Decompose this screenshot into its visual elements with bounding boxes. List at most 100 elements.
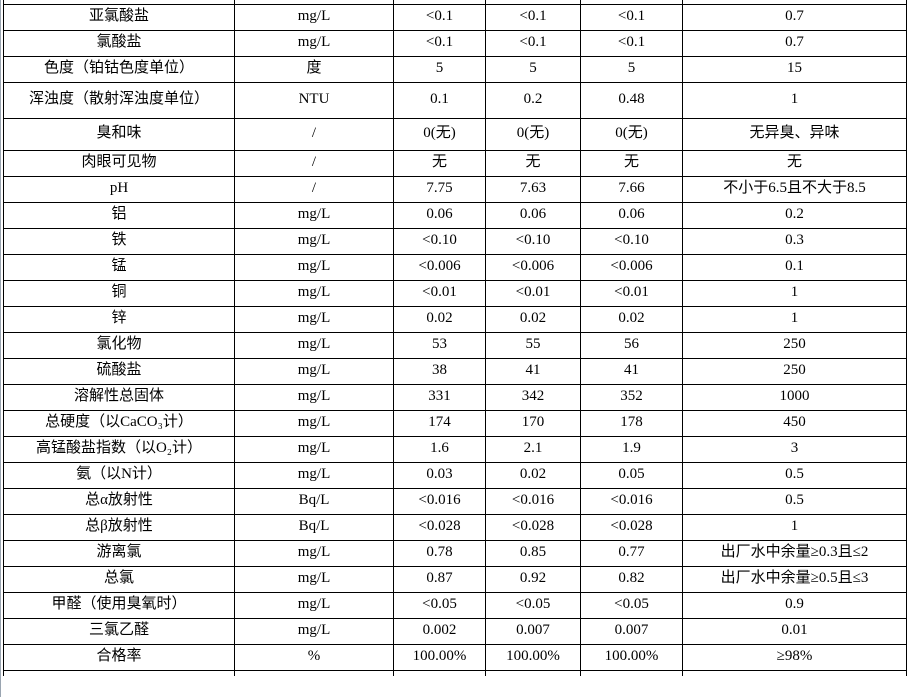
unit-cell: mg/L [234, 565, 394, 593]
param-name-cell: pH [3, 175, 235, 203]
table-row: 三氯乙醛 mg/L 0.002 0.007 0.007 0.01 [3, 617, 907, 645]
unit-cell: / [234, 117, 394, 151]
table-row: 浑浊度（散射浑浊度单位） NTU 0.1 0.2 0.48 1 [3, 81, 907, 119]
limit-cell: 0.9 [682, 591, 907, 619]
limit-cell: 0.5 [682, 487, 907, 515]
table-row: 锌 mg/L 0.02 0.02 0.02 1 [3, 305, 907, 333]
value-cell-2: 41 [485, 357, 581, 385]
limit-cell: 1000 [682, 383, 907, 411]
value-cell-3: <0.10 [580, 227, 683, 255]
param-name-cell: 总氯 [3, 565, 235, 593]
param-name-cell: 铁 [3, 227, 235, 255]
table-row: 硫酸盐 mg/L 38 41 41 250 [3, 357, 907, 385]
empty-cell [234, 669, 394, 676]
value-cell-2: 0.2 [485, 81, 581, 119]
param-name-cell: 氯化物 [3, 331, 235, 359]
unit-cell: mg/L [234, 435, 394, 463]
value-cell-3: 0.05 [580, 461, 683, 489]
value-cell-3: 0(无) [580, 117, 683, 151]
value-cell-3: 0.82 [580, 565, 683, 593]
value-cell-1: 5 [393, 55, 486, 83]
value-cell-2: 0.85 [485, 539, 581, 567]
value-cell-3: 100.00% [580, 643, 683, 671]
param-name-cell: 色度（铂钴色度单位） [3, 55, 235, 83]
value-cell-2: 100.00% [485, 643, 581, 671]
limit-cell: 1 [682, 279, 907, 307]
param-name-cell: 硫酸盐 [3, 357, 235, 385]
param-name-cell: 高锰酸盐指数（以O₂计） [3, 435, 235, 463]
param-name-cell: 锌 [3, 305, 235, 333]
value-cell-1: <0.006 [393, 253, 486, 281]
empty-cell [485, 669, 581, 676]
unit-cell: mg/L [234, 331, 394, 359]
table-row: 铜 mg/L <0.01 <0.01 <0.01 1 [3, 279, 907, 307]
unit-cell: mg/L [234, 201, 394, 229]
value-cell-1: 7.75 [393, 175, 486, 203]
param-name-cell: 亚氯酸盐 [3, 3, 235, 31]
value-cell-1: 331 [393, 383, 486, 411]
unit-cell: mg/L [234, 305, 394, 333]
unit-cell: 度 [234, 55, 394, 83]
limit-cell: 250 [682, 331, 907, 359]
value-cell-3: <0.028 [580, 513, 683, 541]
table-row: 游离氯 mg/L 0.78 0.85 0.77 出厂水中余量≥0.3且≤2 [3, 539, 907, 567]
value-cell-3: 41 [580, 357, 683, 385]
value-cell-3: 56 [580, 331, 683, 359]
param-name-cell: 锰 [3, 253, 235, 281]
limit-cell: 0.3 [682, 227, 907, 255]
empty-cell [580, 669, 683, 676]
unit-cell: mg/L [234, 409, 394, 437]
table-row: pH / 7.75 7.63 7.66 不小于6.5且不大于8.5 [3, 175, 907, 203]
limit-cell: 0.01 [682, 617, 907, 645]
value-cell-2: 0.92 [485, 565, 581, 593]
table-row: 总α放射性 Bq/L <0.016 <0.016 <0.016 0.5 [3, 487, 907, 515]
value-cell-2: <0.1 [485, 3, 581, 31]
empty-cell [393, 669, 486, 676]
value-cell-2: 55 [485, 331, 581, 359]
value-cell-3: 0.48 [580, 81, 683, 119]
value-cell-3: <0.01 [580, 279, 683, 307]
value-cell-2: 170 [485, 409, 581, 437]
value-cell-1: <0.10 [393, 227, 486, 255]
value-cell-1: 0.02 [393, 305, 486, 333]
unit-cell: mg/L [234, 591, 394, 619]
value-cell-2: <0.05 [485, 591, 581, 619]
param-name-cell: 铜 [3, 279, 235, 307]
value-cell-1: 0.87 [393, 565, 486, 593]
value-cell-2: 0(无) [485, 117, 581, 151]
value-cell-1: 53 [393, 331, 486, 359]
value-cell-3: 无 [580, 149, 683, 177]
unit-cell: mg/L [234, 383, 394, 411]
limit-cell: 出厂水中余量≥0.3且≤2 [682, 539, 907, 567]
limit-cell: ≥98% [682, 643, 907, 671]
value-cell-1: <0.05 [393, 591, 486, 619]
value-cell-3: <0.1 [580, 3, 683, 31]
value-cell-3: 0.06 [580, 201, 683, 229]
limit-cell: 15 [682, 55, 907, 83]
unit-cell: mg/L [234, 617, 394, 645]
value-cell-2: <0.028 [485, 513, 581, 541]
table-row: 氨（以N计） mg/L 0.03 0.02 0.05 0.5 [3, 461, 907, 489]
table-row: 溶解性总固体 mg/L 331 342 352 1000 [3, 383, 907, 411]
value-cell-2: 无 [485, 149, 581, 177]
value-cell-1: <0.028 [393, 513, 486, 541]
table-row: 氯酸盐 mg/L <0.1 <0.1 <0.1 0.7 [3, 29, 907, 57]
value-cell-1: <0.016 [393, 487, 486, 515]
value-cell-3: 0.77 [580, 539, 683, 567]
table-row: 锰 mg/L <0.006 <0.006 <0.006 0.1 [3, 253, 907, 281]
value-cell-3: 178 [580, 409, 683, 437]
limit-cell: 250 [682, 357, 907, 385]
value-cell-3: 0.02 [580, 305, 683, 333]
value-cell-2: 0.06 [485, 201, 581, 229]
unit-cell: % [234, 643, 394, 671]
limit-cell: 不小于6.5且不大于8.5 [682, 175, 907, 203]
table-row: 铁 mg/L <0.10 <0.10 <0.10 0.3 [3, 227, 907, 255]
param-name-cell: 三氯乙醛 [3, 617, 235, 645]
value-cell-1: 174 [393, 409, 486, 437]
window-edge-line [0, 0, 1, 697]
value-cell-2: 0.007 [485, 617, 581, 645]
water-quality-table: 亚氯酸盐 mg/L <0.1 <0.1 <0.1 0.7 氯酸盐 mg/L <0… [3, 0, 907, 676]
table-row: 铝 mg/L 0.06 0.06 0.06 0.2 [3, 201, 907, 229]
value-cell-2: 0.02 [485, 461, 581, 489]
value-cell-3: 7.66 [580, 175, 683, 203]
